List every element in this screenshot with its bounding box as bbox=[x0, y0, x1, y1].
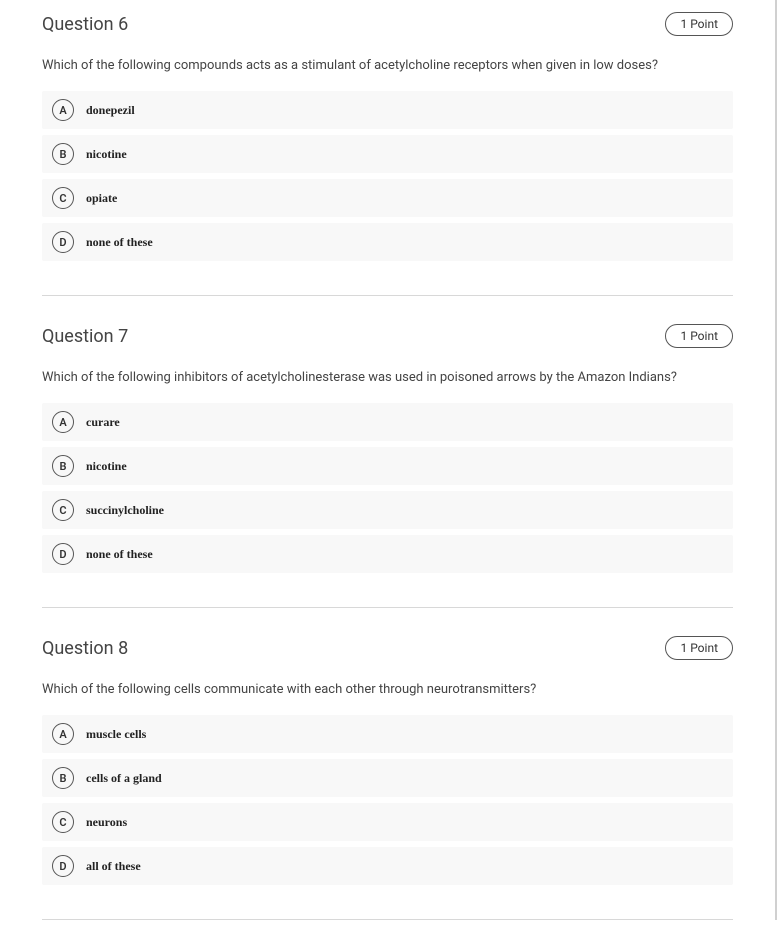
question-block: Question 7 1 Point Which of the followin… bbox=[42, 324, 733, 608]
option-label: nicotine bbox=[86, 459, 127, 474]
option-row[interactable]: B nicotine bbox=[42, 447, 733, 485]
option-label: donepezil bbox=[86, 103, 135, 118]
option-label: none of these bbox=[86, 235, 153, 250]
option-letter: D bbox=[52, 231, 74, 253]
option-letter: C bbox=[52, 499, 74, 521]
option-row[interactable]: D all of these bbox=[42, 847, 733, 885]
option-label: curare bbox=[86, 415, 120, 430]
option-label: all of these bbox=[86, 859, 141, 874]
question-text: Which of the following cells communicate… bbox=[42, 682, 733, 697]
option-label: nicotine bbox=[86, 147, 127, 162]
question-text: Which of the following compounds acts as… bbox=[42, 58, 733, 73]
points-badge: 1 Point bbox=[665, 324, 733, 348]
question-title: Question 6 bbox=[42, 14, 128, 35]
option-row[interactable]: A curare bbox=[42, 403, 733, 441]
option-letter: C bbox=[52, 811, 74, 833]
option-label: muscle cells bbox=[86, 727, 146, 742]
option-row[interactable]: A donepezil bbox=[42, 91, 733, 129]
option-letter: B bbox=[52, 767, 74, 789]
option-label: cells of a gland bbox=[86, 771, 162, 786]
option-label: opiate bbox=[86, 191, 117, 206]
question-text: Which of the following inhibitors of ace… bbox=[42, 370, 733, 385]
option-label: none of these bbox=[86, 547, 153, 562]
question-header: Question 8 1 Point bbox=[42, 636, 733, 660]
option-letter: B bbox=[52, 455, 74, 477]
question-block: Question 8 1 Point Which of the followin… bbox=[42, 636, 733, 920]
points-badge: 1 Point bbox=[665, 12, 733, 36]
option-row[interactable]: B nicotine bbox=[42, 135, 733, 173]
option-row[interactable]: D none of these bbox=[42, 535, 733, 573]
option-label: neurons bbox=[86, 815, 127, 830]
question-title: Question 7 bbox=[42, 326, 128, 347]
option-letter: A bbox=[52, 99, 74, 121]
option-letter: B bbox=[52, 143, 74, 165]
quiz-container: Question 6 1 Point Which of the followin… bbox=[0, 0, 777, 920]
option-letter: D bbox=[52, 543, 74, 565]
question-title: Question 8 bbox=[42, 638, 128, 659]
option-row[interactable]: C neurons bbox=[42, 803, 733, 841]
option-letter: C bbox=[52, 187, 74, 209]
option-letter: A bbox=[52, 411, 74, 433]
question-header: Question 6 1 Point bbox=[42, 12, 733, 36]
points-badge: 1 Point bbox=[665, 636, 733, 660]
option-label: succinylcholine bbox=[86, 503, 164, 518]
option-letter: A bbox=[52, 723, 74, 745]
option-row[interactable]: A muscle cells bbox=[42, 715, 733, 753]
question-header: Question 7 1 Point bbox=[42, 324, 733, 348]
option-row[interactable]: B cells of a gland bbox=[42, 759, 733, 797]
option-row[interactable]: D none of these bbox=[42, 223, 733, 261]
question-block: Question 6 1 Point Which of the followin… bbox=[42, 12, 733, 296]
option-letter: D bbox=[52, 855, 74, 877]
option-row[interactable]: C succinylcholine bbox=[42, 491, 733, 529]
option-row[interactable]: C opiate bbox=[42, 179, 733, 217]
